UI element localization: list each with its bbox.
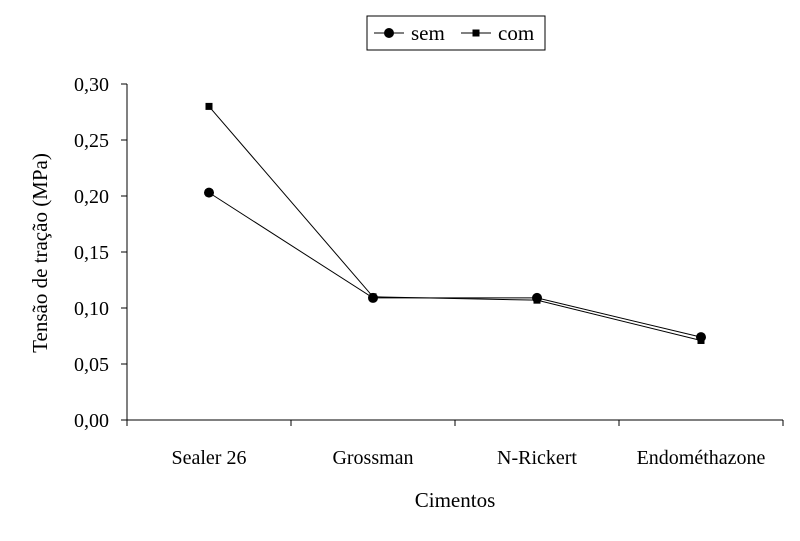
series-markers bbox=[204, 102, 706, 344]
y-tick-label: 0,10 bbox=[74, 298, 109, 320]
y-tick-label: 0,20 bbox=[74, 186, 109, 208]
y-tick-label: 0,05 bbox=[74, 354, 109, 376]
x-tick-label: Sealer 26 bbox=[172, 447, 247, 469]
axes: 0,00 0,05 0,10 0,15 0,20 0,25 0,30 Sealer 26 Gro… bbox=[74, 74, 784, 469]
y-tick-label: 0,30 bbox=[74, 74, 109, 96]
series-lines bbox=[208, 106, 702, 341]
legend: sem com bbox=[366, 15, 546, 51]
x-tick-label: N-Rickert bbox=[497, 447, 577, 469]
legend-marker-com bbox=[472, 29, 480, 37]
x-tick-label: Endométhazone bbox=[637, 447, 766, 469]
data-point-sem bbox=[204, 187, 214, 198]
data-point-com bbox=[369, 293, 377, 301]
y-tick-label: 0,25 bbox=[74, 130, 109, 152]
y-tick-label: 0,00 bbox=[74, 410, 109, 432]
legend-label-sem: sem bbox=[411, 21, 445, 45]
y-axis-title: Tensão de tração (MPa) bbox=[28, 153, 52, 353]
data-point-com bbox=[205, 102, 213, 110]
legend-label-com: com bbox=[498, 21, 534, 45]
legend-marker-sem bbox=[384, 28, 394, 38]
series-line-com bbox=[208, 106, 702, 341]
data-point-com bbox=[533, 296, 541, 304]
data-point-com bbox=[697, 336, 705, 344]
x-tick-label: Grossman bbox=[332, 447, 413, 469]
x-axis-title: Cimentos bbox=[415, 488, 496, 512]
series-line-sem bbox=[208, 192, 702, 338]
y-tick-label: 0,15 bbox=[74, 242, 109, 264]
